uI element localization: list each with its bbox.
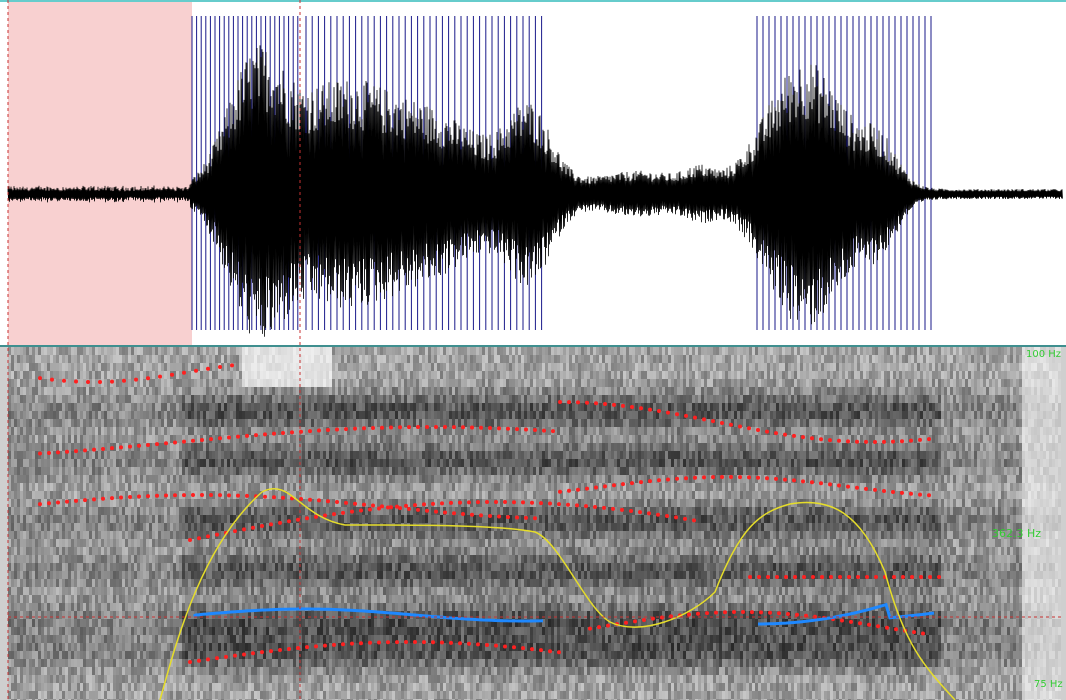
waveform-trace [7,45,1063,337]
spectrogram-texture [8,347,1061,700]
formant-tracks [38,363,941,664]
spectrogram-plot [8,347,1062,700]
pitch-mark-label: 362.3 Hz [992,527,1042,540]
waveform-plot [7,16,1063,337]
panel-divider[interactable] [0,345,1066,347]
selection-region[interactable] [8,2,192,346]
spectrogram-panel[interactable]: 100 Hz 362.3 Hz 75 Hz [0,347,1066,700]
freq-top-label: 100 Hz [1026,349,1062,360]
pitch-track [193,602,935,626]
freq-bottom-label: 75 Hz [1034,679,1063,690]
waveform-panel[interactable] [0,0,1066,346]
